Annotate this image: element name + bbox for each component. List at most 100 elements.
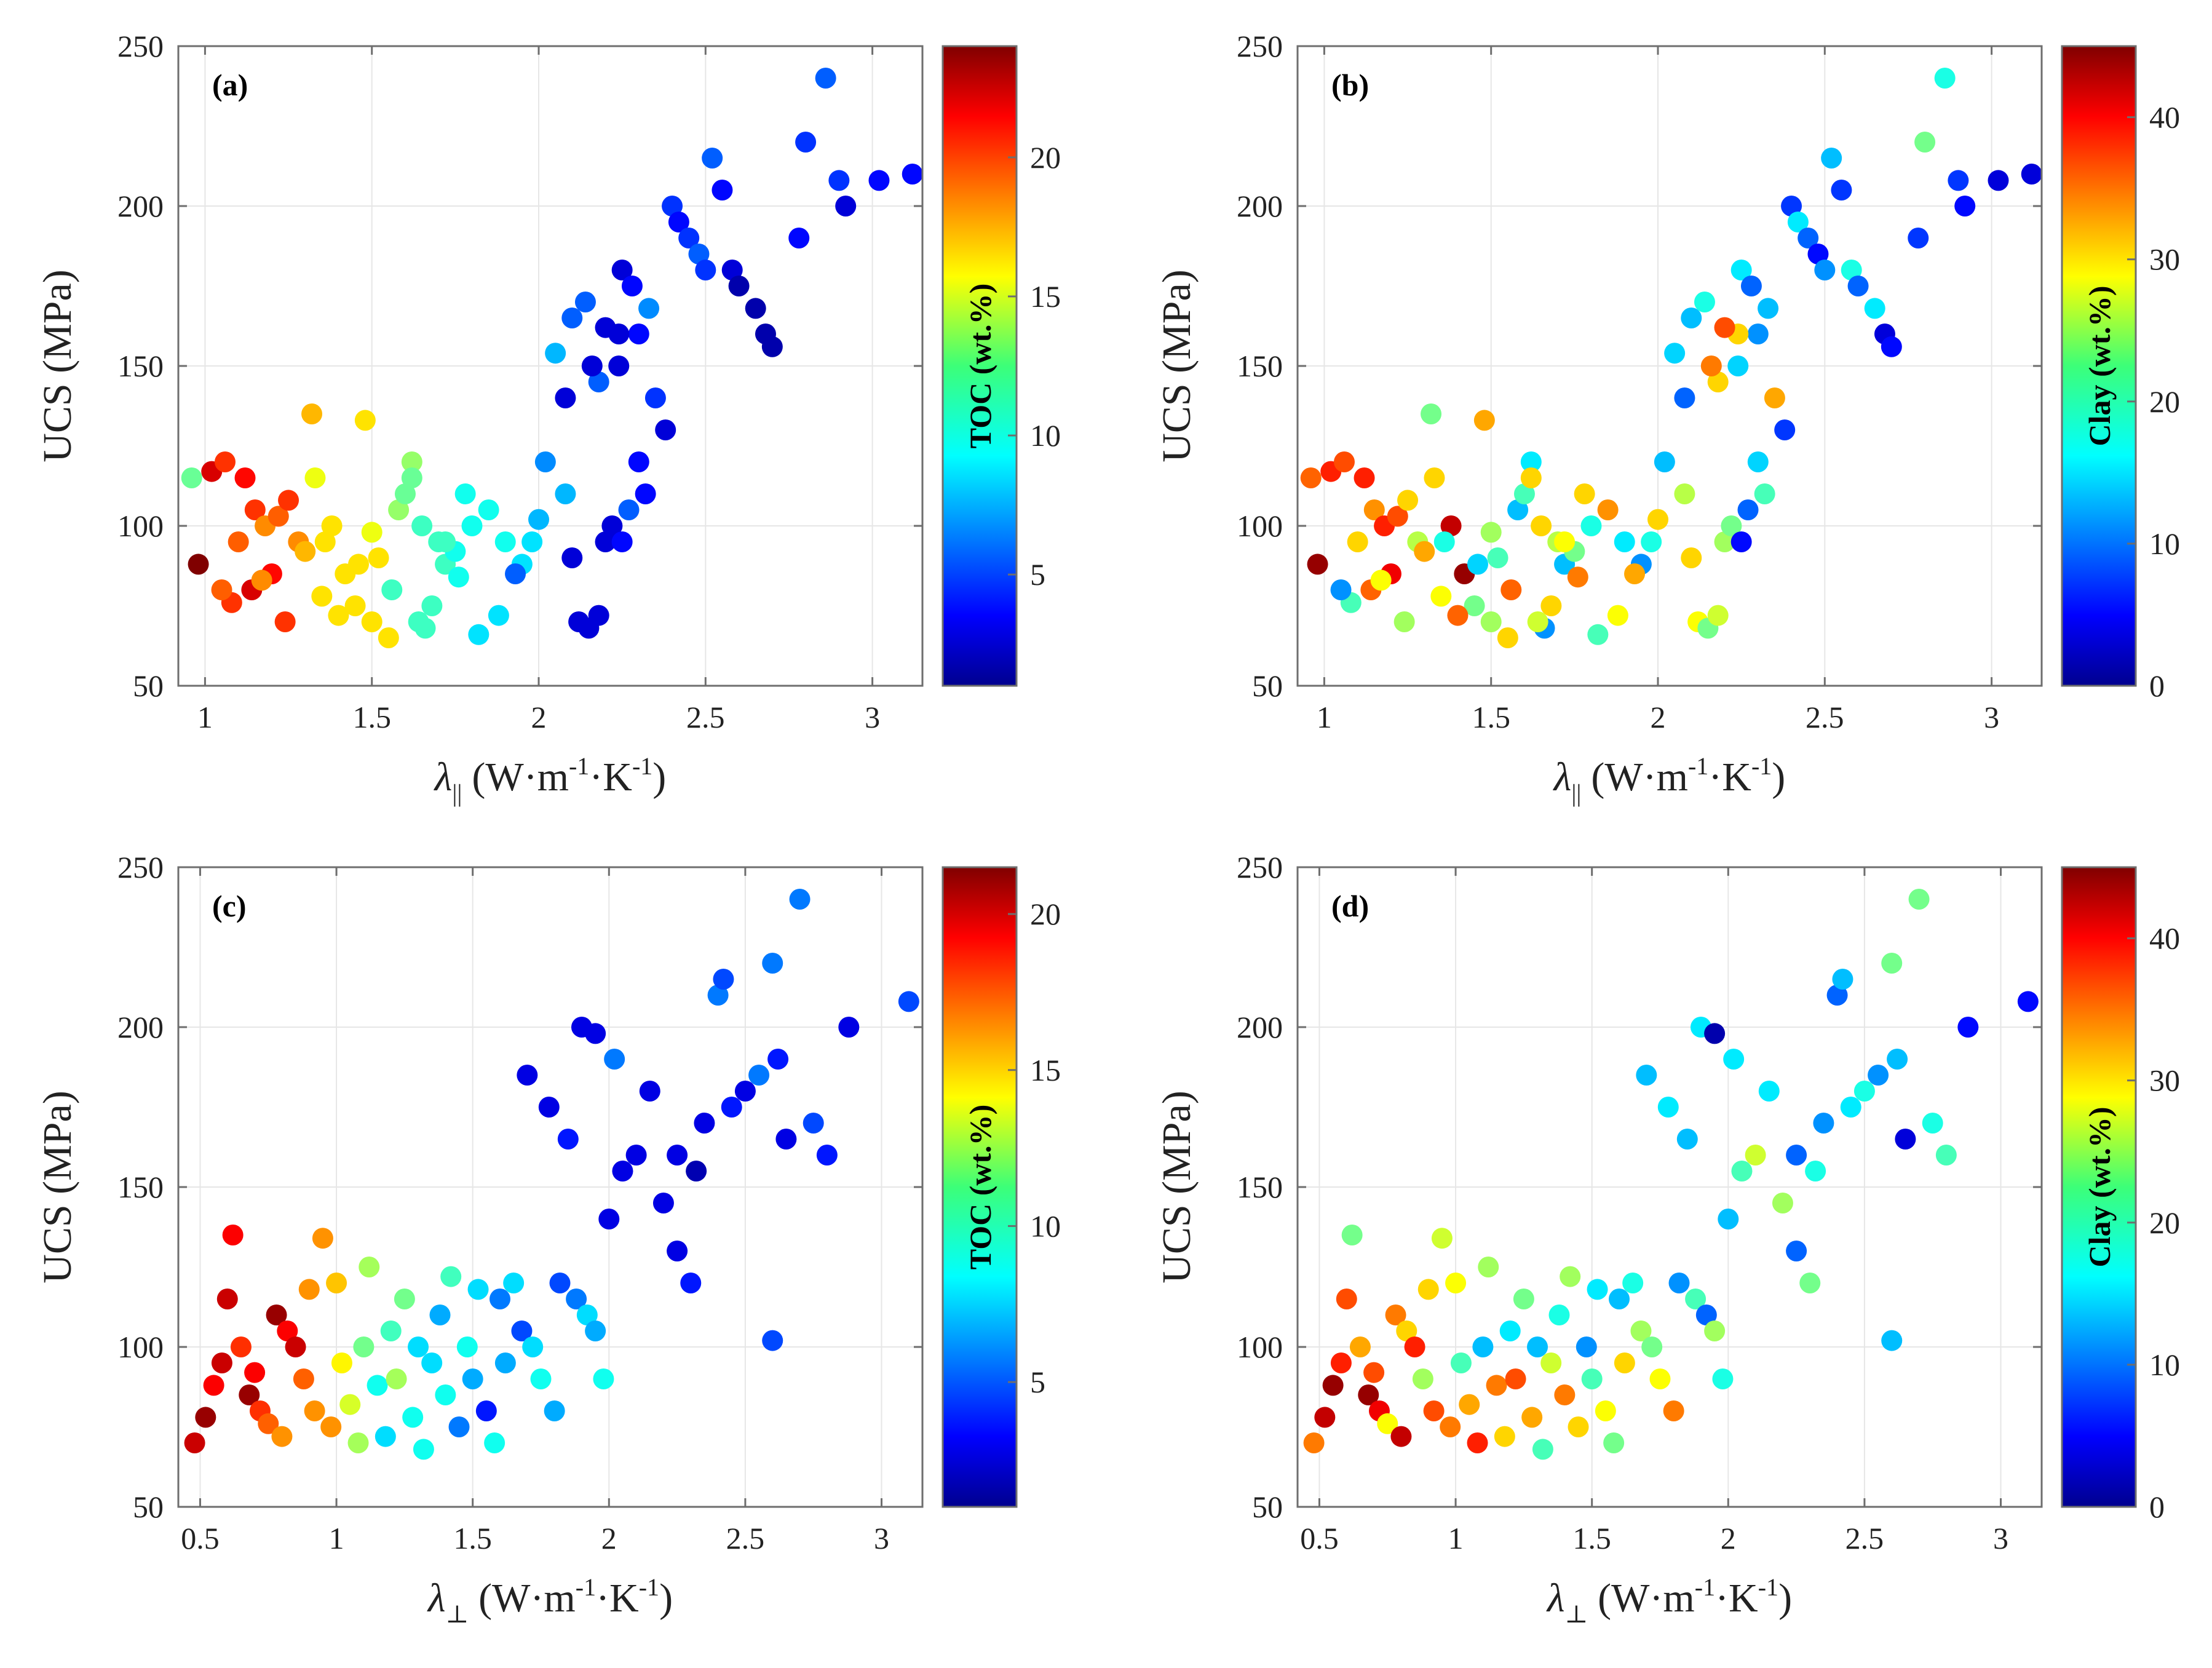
x-axis-symbol: λ <box>1553 755 1572 800</box>
scatter-point <box>388 499 410 520</box>
scatter-points <box>1300 68 2042 648</box>
x-axis-units-part: -1 <box>1758 1573 1778 1601</box>
scatter-point <box>321 515 343 536</box>
scatter-point <box>2017 991 2039 1012</box>
colorbar-tick-label: 10 <box>2149 526 2180 561</box>
scatter-point <box>595 531 616 552</box>
scatter-point <box>1649 1368 1671 1389</box>
scatter-point <box>1908 889 1930 910</box>
scatter-point <box>1654 451 1675 472</box>
x-tick-label: 2.5 <box>726 1521 765 1555</box>
scatter-point <box>1641 1336 1663 1357</box>
scatter-point <box>1664 343 1686 364</box>
scatter-point <box>494 1352 516 1373</box>
scatter-point <box>380 1320 402 1341</box>
scatter-point <box>1908 228 1929 248</box>
x-tick-label: 2.5 <box>1806 700 1844 734</box>
x-tick-label: 2.5 <box>686 700 725 734</box>
scatter-point <box>368 547 389 568</box>
x-axis-subscript: || <box>1571 779 1581 807</box>
scatter-point <box>702 148 723 169</box>
scatter-point <box>1354 467 1375 488</box>
panel-label: (b) <box>1331 68 1369 102</box>
scatter-point <box>448 566 469 588</box>
panel-label: (a) <box>212 68 248 102</box>
scatter-point <box>348 554 370 575</box>
scatter-point <box>1314 1407 1336 1428</box>
scatter-point <box>1423 1400 1445 1421</box>
scatter-point <box>462 1368 483 1389</box>
x-axis-units-part: -1 <box>1688 752 1708 780</box>
scatter-point <box>1841 260 1862 280</box>
scatter-point <box>1500 579 1522 600</box>
scatter-point <box>408 1336 429 1357</box>
x-axis-label: λ|| (W·m-1·K-1) <box>1553 752 1786 807</box>
scatter-point <box>1740 276 1762 296</box>
scatter-point <box>475 1400 497 1421</box>
scatter-point <box>195 1407 216 1428</box>
scatter-point <box>538 1097 560 1118</box>
scatter-point <box>1447 605 1469 626</box>
scatter-point <box>1934 68 1956 89</box>
scatter-point <box>429 1305 451 1325</box>
colorbar-label: TOC (wt.%) <box>963 284 997 449</box>
scatter-point <box>244 1362 266 1383</box>
scatter-point <box>1574 483 1595 504</box>
scatter-point <box>421 1352 443 1373</box>
colorbar-tick-label: 40 <box>2149 100 2180 135</box>
x-axis-subscript: ⊥ <box>1565 1600 1588 1628</box>
scatter-point <box>304 1400 325 1421</box>
x-tick-label: 0.5 <box>1300 1521 1339 1555</box>
scatter-point <box>1421 403 1442 424</box>
scatter-point <box>295 541 316 562</box>
colorbar-tick-label: 20 <box>1030 140 1061 175</box>
scatter-point <box>517 1065 538 1086</box>
scatter-point <box>694 1113 715 1134</box>
scatter-point <box>1718 1209 1739 1229</box>
scatter-point <box>1685 1289 1707 1309</box>
scatter-point <box>1988 170 2009 191</box>
colorbar-tick-label: 15 <box>1030 1053 1061 1087</box>
scatter-point <box>1363 499 1385 520</box>
scatter-point <box>595 317 616 338</box>
scatter-point <box>1799 1273 1821 1293</box>
scatter-point <box>1414 541 1435 562</box>
scatter-point <box>667 1241 688 1261</box>
x-tick-label: 2 <box>531 700 547 734</box>
scatter-point <box>1681 308 1702 328</box>
scatter-point <box>454 483 476 504</box>
scatter-point <box>1568 1416 1589 1437</box>
scatter-point <box>1480 522 1502 543</box>
scatter-point <box>1704 1320 1726 1341</box>
y-tick-label: 200 <box>1237 1010 1283 1044</box>
scatter-point <box>1624 563 1646 584</box>
scatter-point <box>1935 1145 1957 1166</box>
scatter-point <box>1417 1279 1439 1300</box>
scatter-point <box>593 1368 614 1389</box>
scatter-point <box>1840 1097 1861 1118</box>
panel-label: (c) <box>212 889 247 923</box>
scatter-point <box>1864 298 1885 319</box>
scatter-point <box>239 1384 260 1405</box>
scatter-point <box>1674 483 1695 504</box>
scatter-point <box>381 579 403 600</box>
scatter-point <box>1714 317 1735 338</box>
scatter-point <box>1473 410 1495 431</box>
scatter-point <box>203 1375 224 1396</box>
x-axis-units-part: ) <box>1772 755 1785 800</box>
scatter-point <box>1330 1352 1352 1373</box>
scatter-point <box>1445 1273 1467 1293</box>
scatter-point <box>211 579 232 600</box>
scatter-point <box>361 611 383 632</box>
scatter-point <box>1714 531 1735 552</box>
scatter-point <box>667 1145 688 1166</box>
scatter-point <box>1694 292 1715 312</box>
scatter-point <box>1754 483 1775 504</box>
scatter-point <box>347 1432 369 1453</box>
scatter-point <box>561 547 583 568</box>
scatter-point <box>1727 355 1749 376</box>
scatter-point <box>1747 451 1769 472</box>
scatter-point <box>1300 467 1322 488</box>
scatter-point <box>695 260 716 280</box>
x-axis-symbol: λ <box>434 755 453 800</box>
